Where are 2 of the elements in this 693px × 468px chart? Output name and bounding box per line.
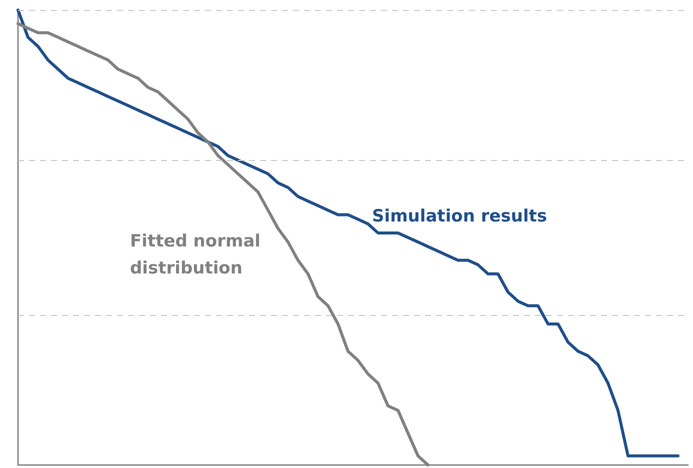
series-label: Fitted normal distribution <box>130 232 260 278</box>
series-label: Simulation results <box>372 206 548 226</box>
